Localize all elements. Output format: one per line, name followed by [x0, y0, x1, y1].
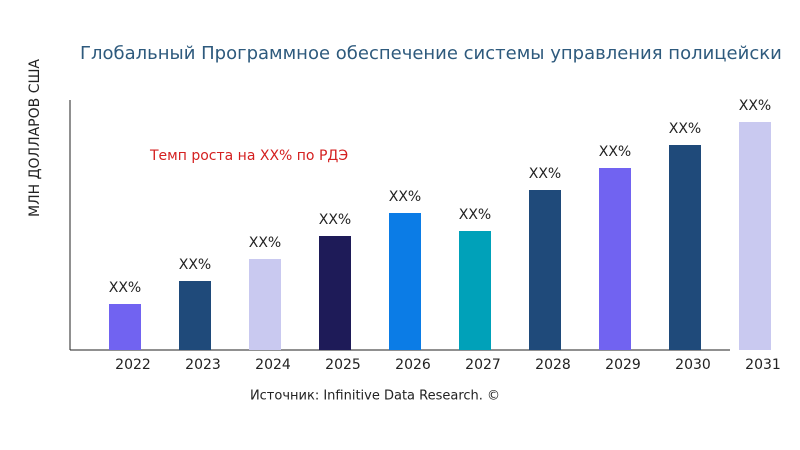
value-label: XX% [459, 207, 491, 223]
value-label: XX% [389, 189, 421, 205]
value-label: XX% [529, 166, 561, 182]
bar [249, 259, 281, 350]
x-tick-label: 2031 [745, 357, 781, 373]
bar [109, 304, 141, 350]
source: Источник: Infinitive Data Research. © [250, 389, 500, 404]
bar [529, 190, 561, 350]
value-label: XX% [319, 212, 351, 228]
bar [739, 122, 771, 350]
annotation: Темп роста на XX% по РДЭ [149, 148, 348, 164]
bar [179, 281, 211, 350]
bar [389, 213, 421, 350]
value-label: XX% [109, 280, 141, 296]
value-label: XX% [739, 98, 771, 114]
y-axis-label: МЛН ДОЛЛАРОВ США [27, 59, 43, 217]
value-label: XX% [249, 235, 281, 251]
x-tick-label: 2026 [395, 357, 431, 373]
x-tick-label: 2023 [185, 357, 221, 373]
bar [459, 231, 491, 350]
bar [319, 236, 351, 350]
x-tick-label: 2027 [465, 357, 501, 373]
x-tick-label: 2022 [115, 357, 151, 373]
x-tick-label: 2024 [255, 357, 291, 373]
bar [669, 145, 701, 350]
x-tick-label: 2025 [325, 357, 361, 373]
x-tick-label: 2028 [535, 357, 571, 373]
x-tick-label: 2030 [675, 357, 711, 373]
chart-title: Глобальный Программное обеспечение систе… [80, 43, 782, 64]
x-tick-label: 2029 [605, 357, 641, 373]
bar [599, 168, 631, 350]
value-label: XX% [179, 257, 211, 273]
value-label: XX% [669, 121, 701, 137]
value-label: XX% [599, 144, 631, 160]
